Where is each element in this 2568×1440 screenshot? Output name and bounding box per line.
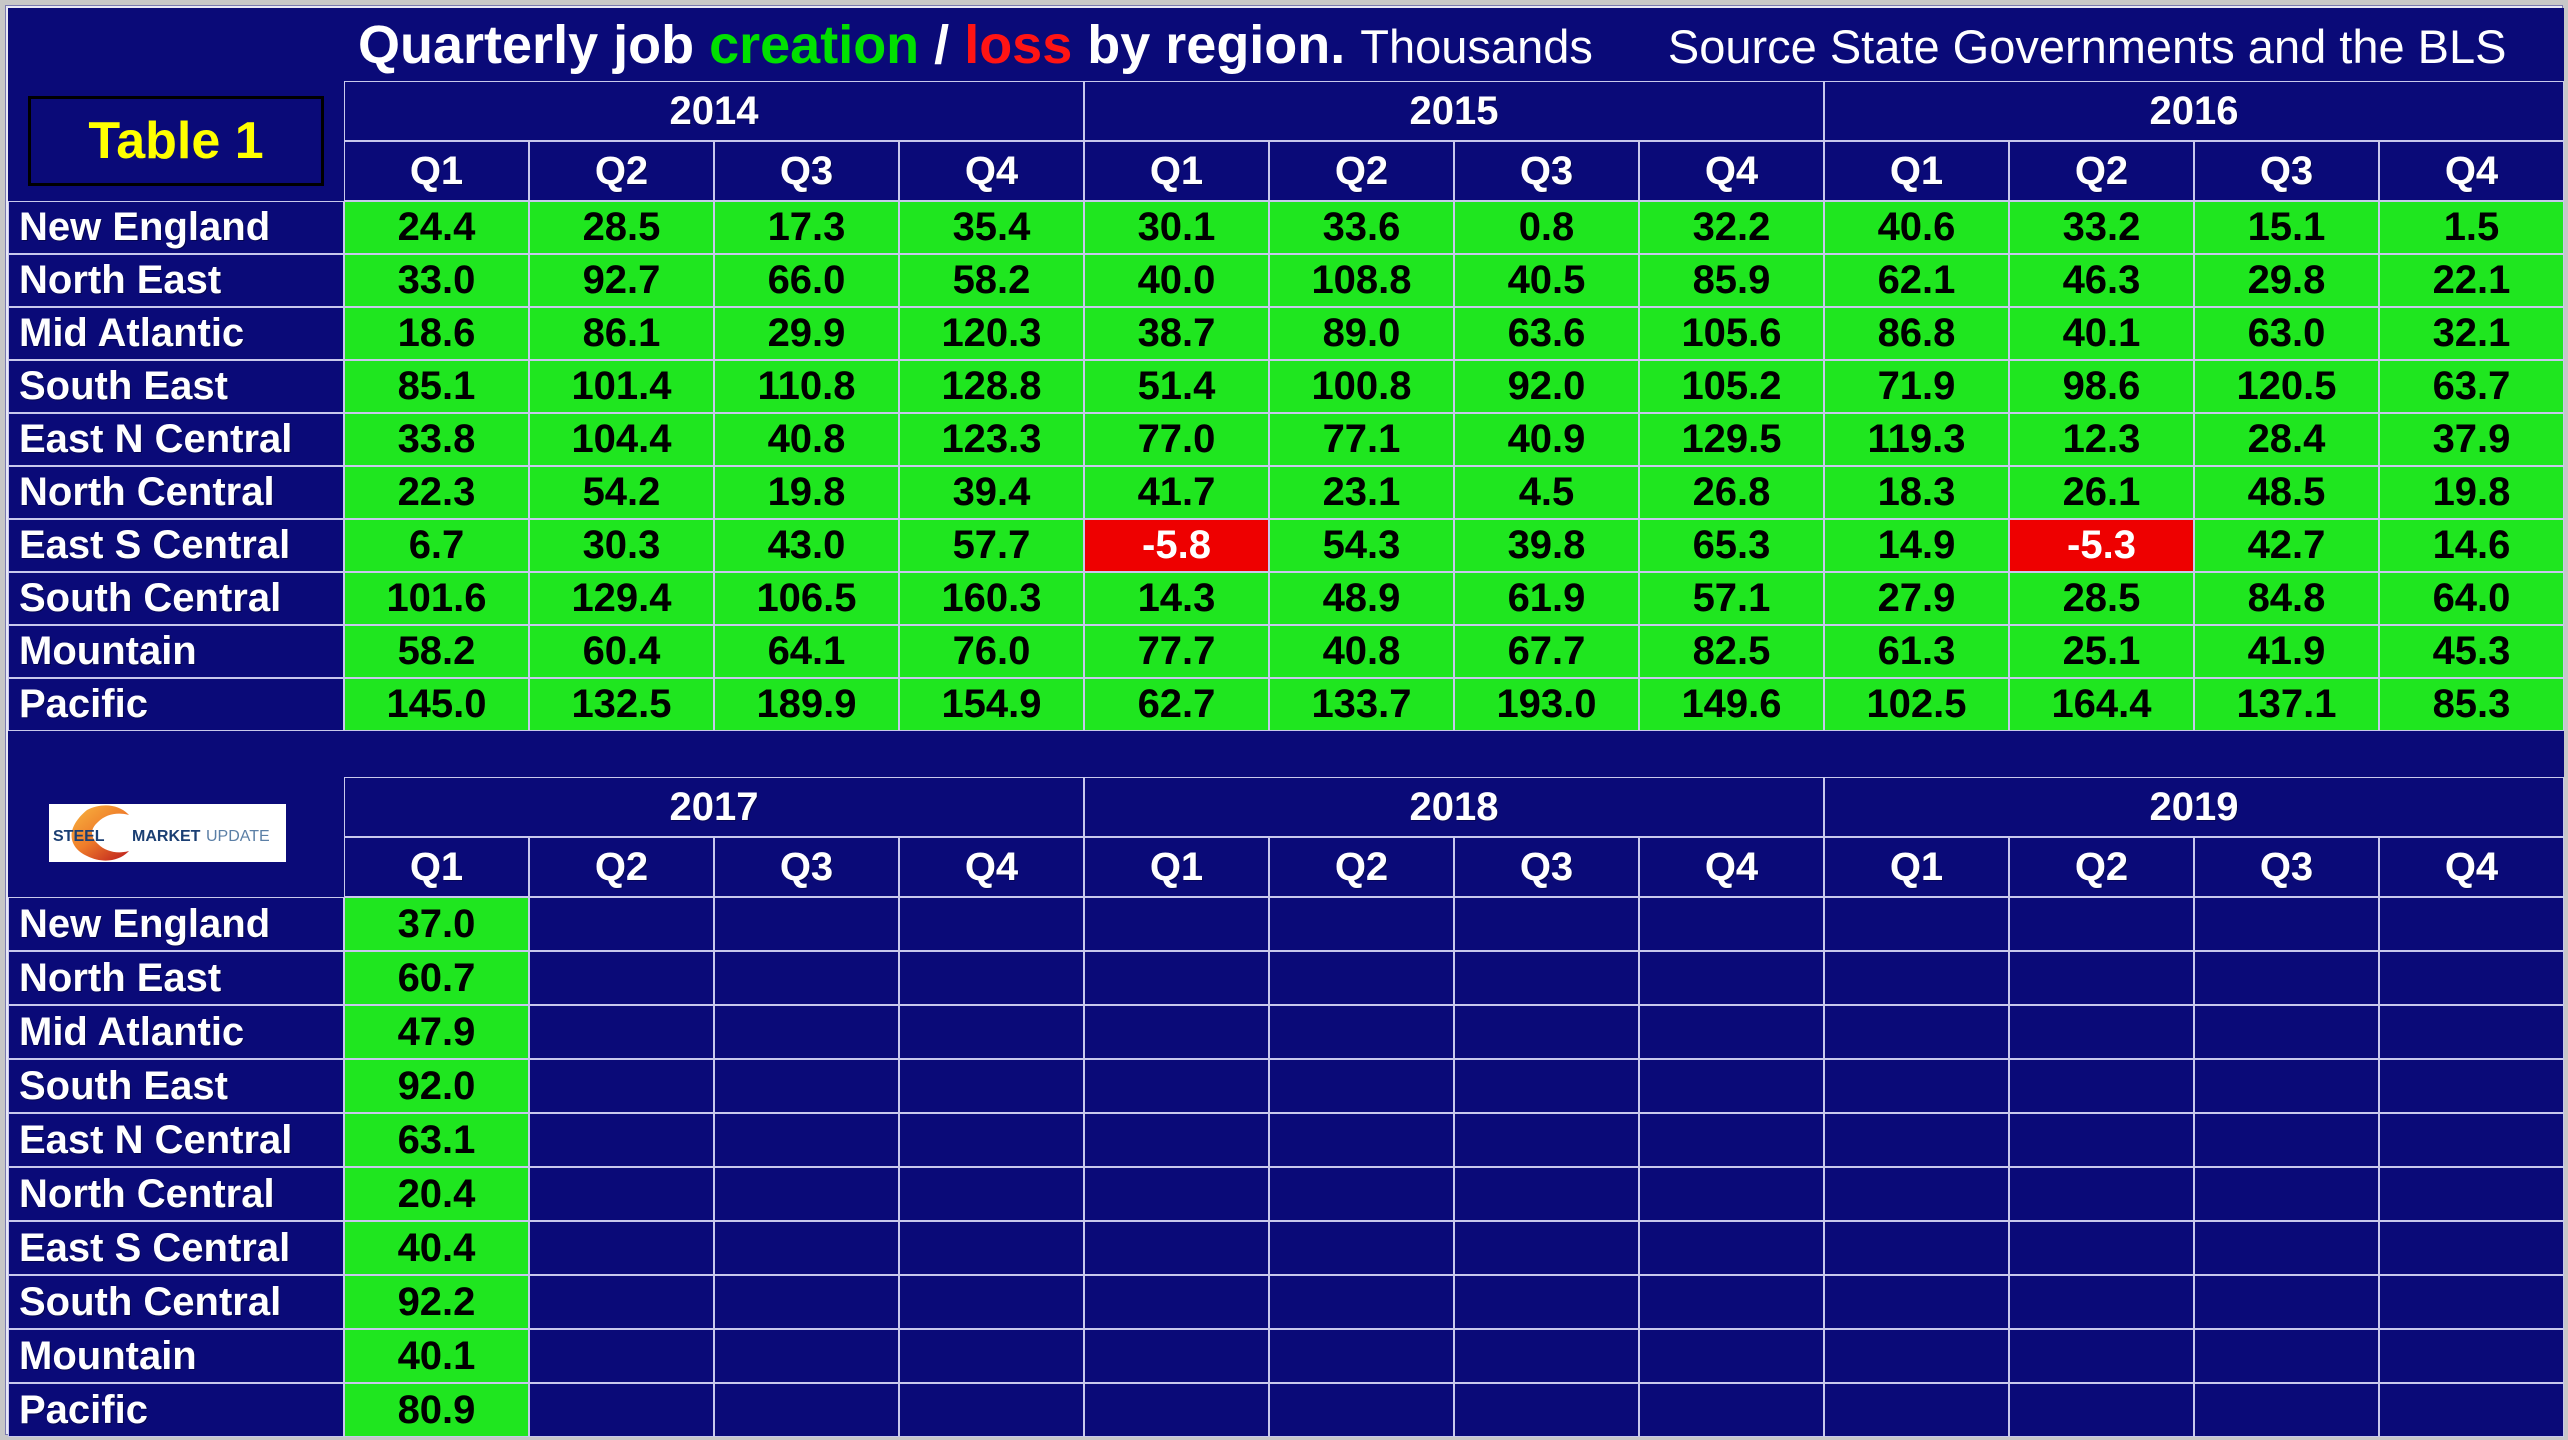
svg-text:STEEL: STEEL (53, 828, 105, 845)
svg-text:UPDATE: UPDATE (206, 828, 270, 845)
svg-text:MARKET: MARKET (132, 828, 201, 845)
